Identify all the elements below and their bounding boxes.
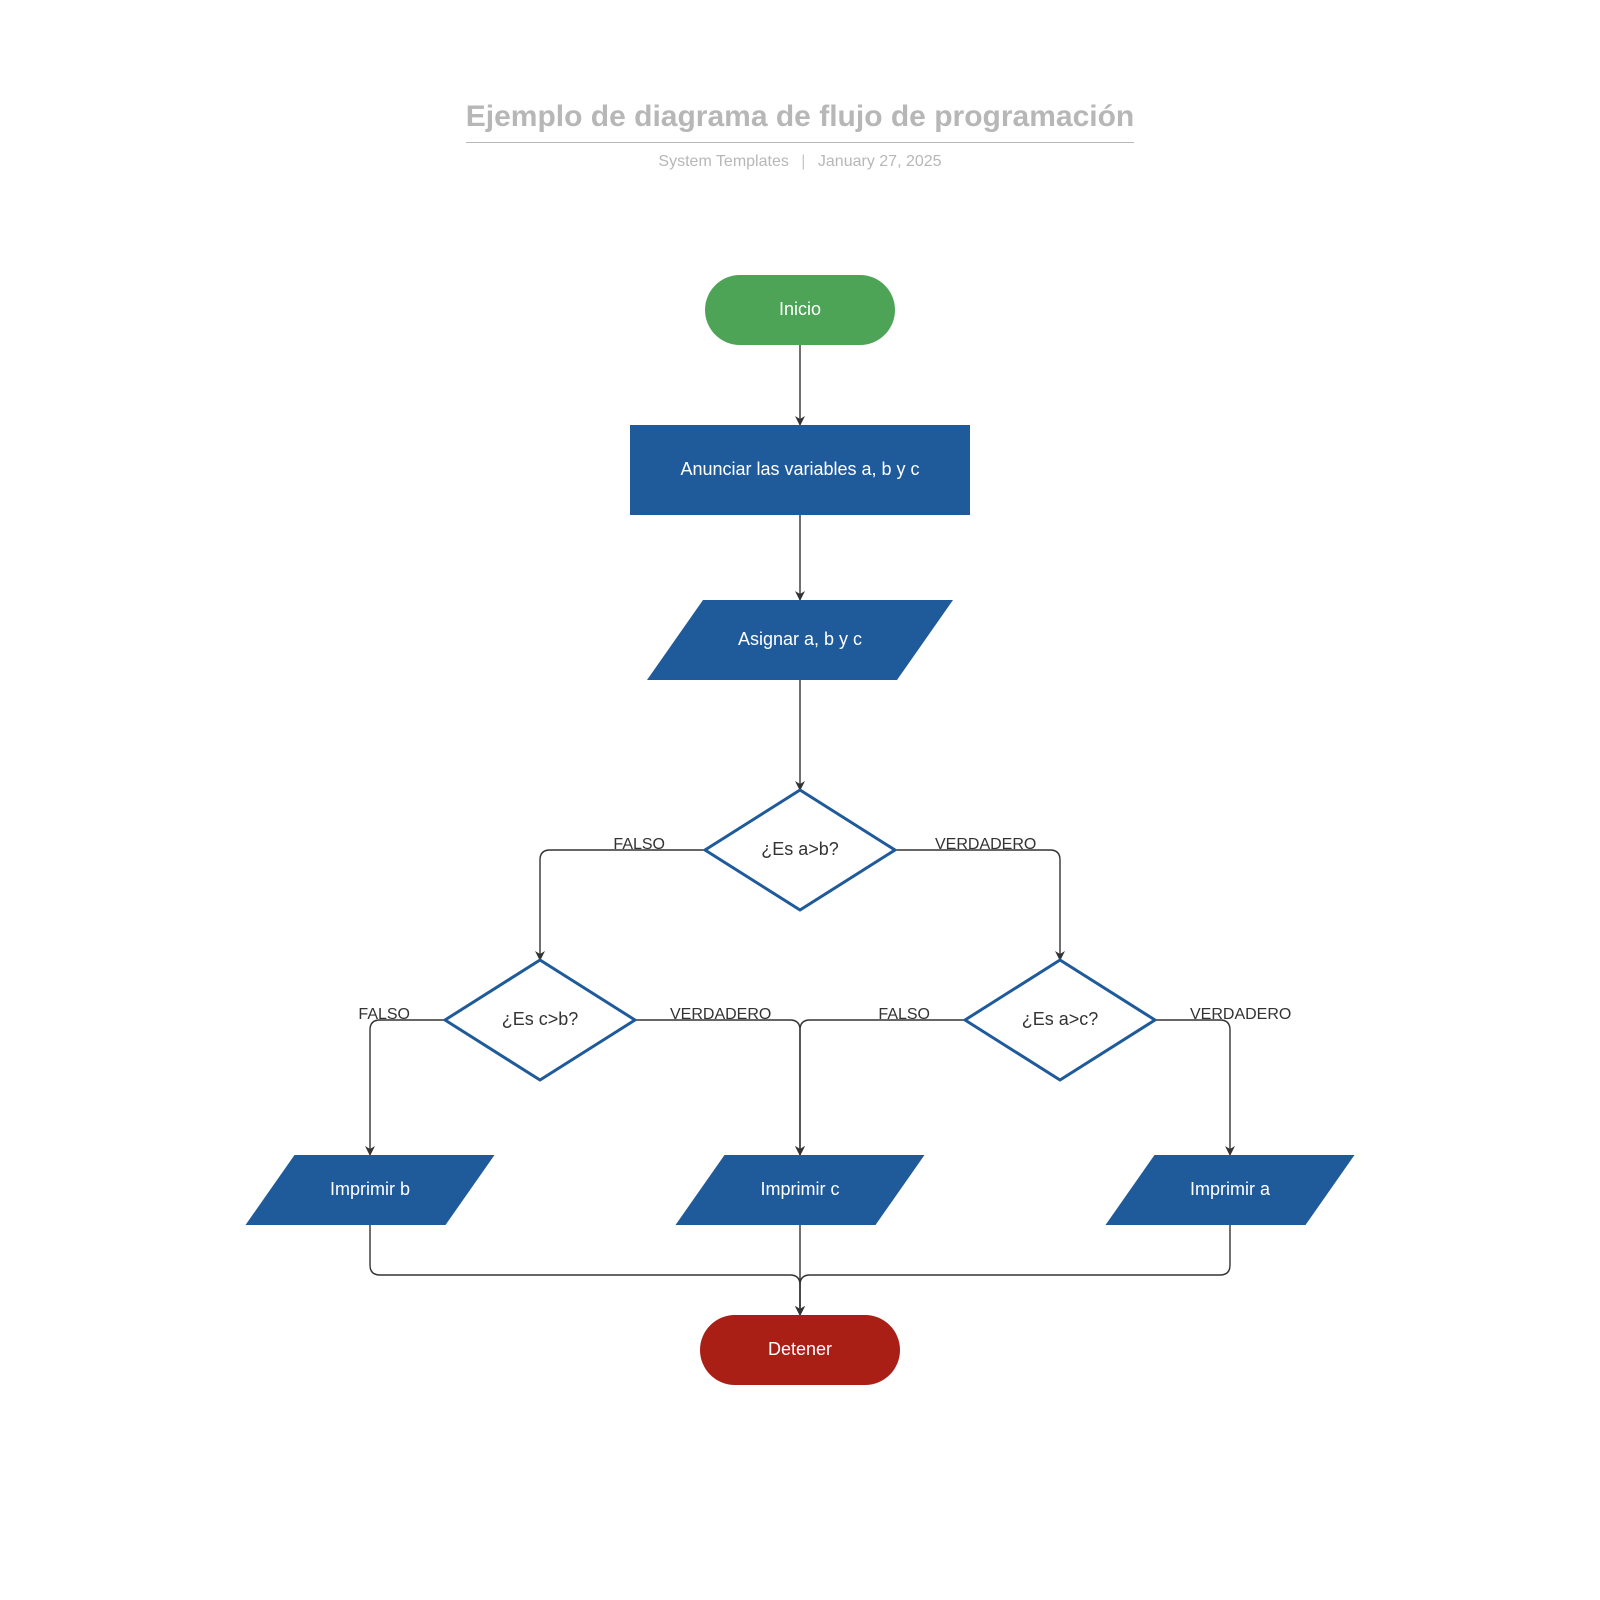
node-d_ab: ¿Es a>b?: [705, 790, 895, 910]
edge-print_a-to-stop: [800, 1225, 1230, 1315]
edge-print_b-to-stop: [370, 1225, 800, 1315]
flowchart-canvas: Ejemplo de diagrama de flujo de programa…: [0, 0, 1600, 1600]
edge-d_ac-to-print_c: [800, 1020, 965, 1155]
edge-d_cb-to-print_b: [370, 1020, 445, 1155]
edge-label-d_cb-to-print_c: VERDADERO: [670, 1006, 771, 1023]
node-print_a: Imprimir a: [1106, 1155, 1355, 1225]
node-d_ac: ¿Es a>c?: [965, 960, 1155, 1080]
node-start: Inicio: [705, 275, 895, 345]
edge-d_ab-to-d_ac: [895, 850, 1060, 960]
node-label-print_b: Imprimir b: [330, 1179, 410, 1199]
node-label-print_c: Imprimir c: [761, 1179, 840, 1199]
node-print_b: Imprimir b: [246, 1155, 495, 1225]
node-label-d_ac: ¿Es a>c?: [1022, 1009, 1099, 1029]
edge-label-d_ab-to-d_ac: VERDADERO: [935, 836, 1036, 853]
node-label-declare: Anunciar las variables a, b y c: [680, 459, 919, 479]
edge-d_cb-to-print_c: [635, 1020, 800, 1155]
node-label-d_ab: ¿Es a>b?: [761, 839, 839, 859]
node-assign: Asignar a, b y c: [647, 600, 953, 680]
node-d_cb: ¿Es c>b?: [445, 960, 635, 1080]
edge-d_ab-to-d_cb: [540, 850, 705, 960]
node-label-assign: Asignar a, b y c: [738, 629, 862, 649]
edge-label-d_ab-to-d_cb: FALSO: [613, 836, 665, 853]
flowchart-svg: FALSO VERDADERO FALSO VERDADERO FALSO VERDADE…: [0, 0, 1600, 1600]
edge-label-d_cb-to-print_b: FALSO: [358, 1006, 410, 1023]
node-label-start: Inicio: [779, 299, 821, 319]
edge-label-d_ac-to-print_a: VERDADERO: [1190, 1006, 1291, 1023]
node-label-print_a: Imprimir a: [1190, 1179, 1271, 1199]
edge-label-d_ac-to-print_c: FALSO: [878, 1006, 930, 1023]
edge-d_ac-to-print_a: [1155, 1020, 1230, 1155]
node-stop: Detener: [700, 1315, 900, 1385]
node-declare: Anunciar las variables a, b y c: [630, 425, 970, 515]
node-label-d_cb: ¿Es c>b?: [502, 1009, 579, 1029]
node-label-stop: Detener: [768, 1339, 832, 1359]
node-print_c: Imprimir c: [676, 1155, 925, 1225]
